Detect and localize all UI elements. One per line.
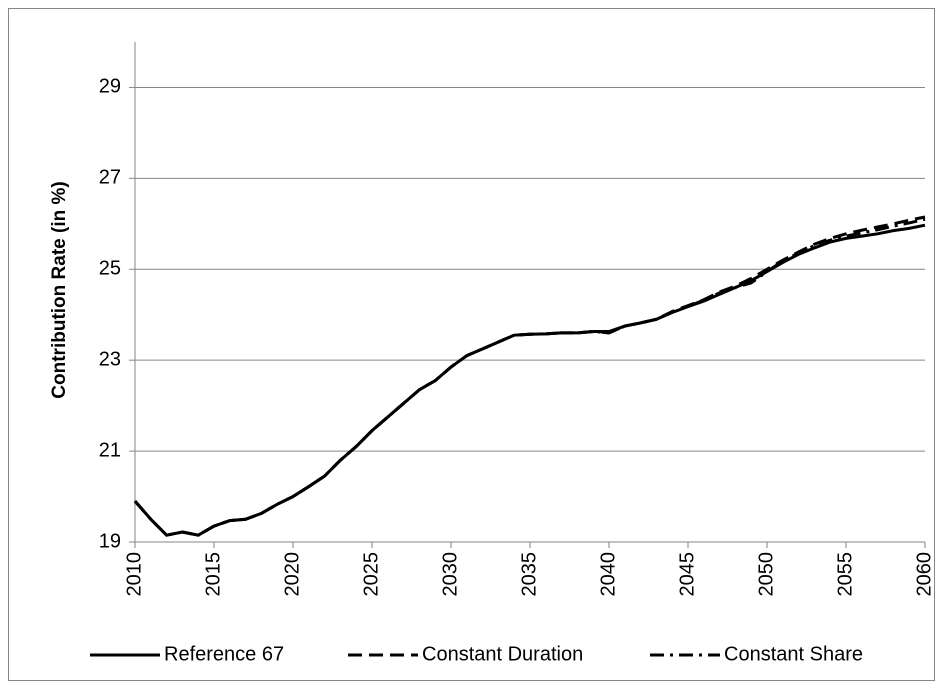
legend-label: Constant Duration [422,643,583,665]
y-tick-label: 21 [99,439,121,461]
x-tick-label: 2030 [439,552,461,597]
series-line [133,217,926,537]
chart-border [8,8,935,681]
x-tick-label: 2055 [834,552,856,597]
x-tick-label: 2015 [202,552,224,597]
x-tick-label: 2020 [281,552,303,597]
x-tick-label: 2040 [597,552,619,597]
x-tick-label: 2010 [123,552,145,597]
y-tick-label: 23 [99,348,121,370]
y-tick-label: 25 [99,258,121,280]
x-tick-label: 2025 [360,552,382,597]
y-tick-label: 19 [99,530,121,552]
x-tick-label: 2050 [755,552,777,597]
x-tick-label: 2035 [518,552,540,597]
y-tick-label: 29 [99,76,121,98]
x-tick-label: 2060 [913,552,935,597]
legend-label: Reference 67 [164,643,284,665]
x-tick-label: 2045 [676,552,698,597]
legend-label: Constant Share [724,643,863,665]
y-tick-label: 27 [99,167,121,189]
y-axis-label: Contribution Rate (in %) [49,181,70,398]
